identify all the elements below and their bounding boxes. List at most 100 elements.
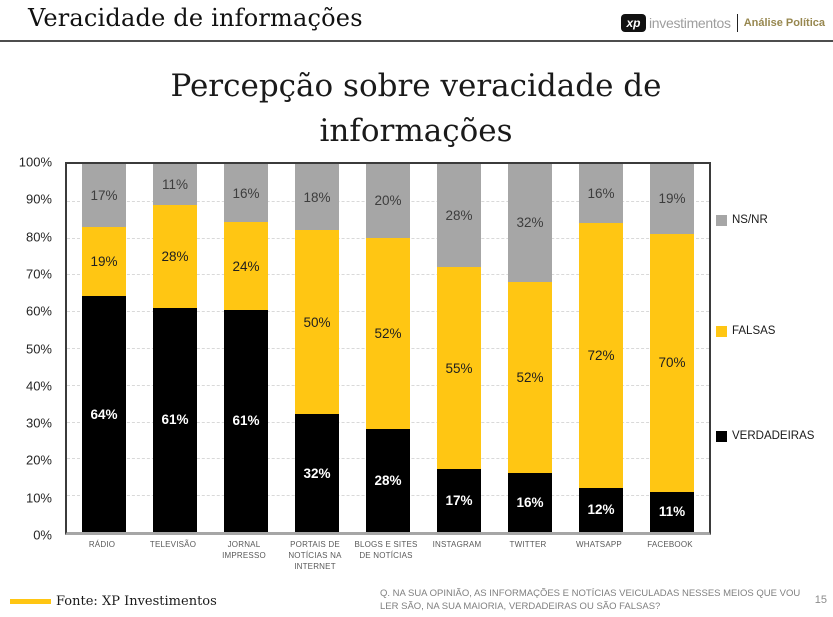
segment-falsas: 24% (224, 222, 268, 310)
x-category-label: RÁDIO (88, 540, 116, 549)
segment-verdadeiras: 61% (224, 309, 268, 532)
bar-whatsapp: 12% 72% 16% (579, 164, 623, 532)
logo-investimentos-label: investimentos (648, 15, 731, 31)
plot-area: 64% 19% 17% 61% 28% 11% 61% 24% 16% 32% 50% 18% 28% 5… (65, 162, 711, 535)
segment-ns-nr: 18% (295, 164, 339, 231)
segment-ns-nr: 16% (224, 164, 268, 223)
y-tick-label: 30% (25, 415, 52, 431)
x-category-label: WHATSAPP (576, 540, 622, 549)
segment-value-label: 70% (658, 355, 686, 371)
x-category-label: BLOGS E SITES DE NOTÍCIAS (354, 540, 418, 560)
bar-televis-o: 61% 28% 11% (153, 164, 197, 532)
segment-verdadeiras: 28% (366, 428, 410, 532)
bar-blogs-e-sites-de-not-cias: 28% 52% 20% (366, 164, 410, 532)
segment-value-label: 61% (232, 413, 260, 429)
logo-division-label: Análise Política (743, 17, 825, 29)
legend-swatch-icon (716, 214, 727, 226)
y-tick-label: 40% (25, 378, 52, 394)
segment-value-label: 52% (516, 369, 544, 385)
legend-item-ns-nr: NS/NR (716, 214, 768, 226)
y-tick-label: 100% (18, 154, 52, 170)
segment-falsas: 55% (437, 267, 481, 470)
y-tick-label: 80% (25, 229, 52, 245)
segment-value-label: 11% (658, 504, 686, 520)
segment-verdadeiras: 12% (579, 487, 623, 532)
legend-label: FALSAS (732, 325, 776, 337)
segment-verdadeiras: 64% (82, 296, 126, 532)
segment-value-label: 32% (303, 465, 331, 481)
xp-logo-icon: xp (620, 14, 646, 32)
x-category-label: INSTAGRAM (432, 540, 482, 549)
segment-falsas: 72% (579, 222, 623, 488)
bar-facebook: 11% 70% 19% (650, 164, 694, 532)
legend-label: NS/NR (732, 214, 768, 226)
segment-value-label: 16% (516, 495, 544, 511)
x-axis-labels: RÁDIO TELEVISÃO JORNAL IMPRESSO PORTAIS DE … (65, 540, 711, 588)
legend-swatch-icon (716, 325, 727, 337)
header-rule (0, 40, 833, 42)
bar-jornal-impresso: 61% 24% 16% (224, 164, 268, 532)
segment-falsas: 52% (508, 281, 552, 474)
legend-item-verdadeiras: VERDADEIRAS (716, 430, 814, 442)
segment-value-label: 19% (658, 191, 686, 207)
x-category-label: JORNAL IMPRESSO (222, 540, 266, 560)
logo-divider (736, 14, 738, 32)
segment-ns-nr: 20% (366, 164, 410, 238)
segment-value-label: 72% (587, 347, 615, 363)
segment-value-label: 20% (374, 193, 402, 209)
y-tick-label: 0% (33, 527, 52, 543)
chart-legend: NS/NR FALSAS VERDADEIRAS (716, 162, 833, 535)
segment-value-label: 11% (161, 176, 189, 192)
segment-value-label: 16% (587, 185, 615, 201)
x-category-label: FACEBOOK (647, 540, 693, 549)
bar-portais-de-not-cias-na-internet: 32% 50% 18% (295, 164, 339, 532)
segment-value-label: 28% (161, 248, 189, 264)
segment-value-label: 18% (303, 189, 331, 205)
segment-falsas: 28% (153, 204, 197, 308)
y-tick-label: 60% (25, 303, 52, 319)
segment-value-label: 52% (374, 325, 402, 341)
segment-value-label: 64% (90, 406, 118, 422)
segment-falsas: 50% (295, 230, 339, 415)
y-tick-label: 10% (25, 490, 52, 506)
segment-value-label: 17% (445, 493, 473, 509)
survey-question: Q. NA SUA OPINIÃO, AS INFORMAÇÕES E NOTÍ… (380, 588, 801, 612)
segment-value-label: 28% (374, 472, 402, 488)
segment-value-label: 61% (161, 412, 189, 428)
segment-ns-nr: 16% (579, 164, 623, 223)
page-title: Veracidade de informações (28, 4, 363, 32)
y-tick-label: 90% (25, 191, 52, 207)
segment-value-label: 17% (90, 187, 118, 203)
segment-verdadeiras: 61% (153, 307, 197, 532)
x-category-label: TELEVISÃO (149, 540, 197, 549)
x-category-label: PORTAIS DE NOTÍCIAS NA INTERNET (288, 540, 342, 571)
segment-ns-nr: 32% (508, 164, 552, 282)
segment-ns-nr: 28% (437, 164, 481, 268)
chart-title: Percepção sobre veracidade de informaçõe… (170, 68, 662, 149)
y-tick-label: 70% (25, 266, 52, 282)
source-accent-line (10, 599, 51, 604)
bar-twitter: 16% 52% 32% (508, 164, 552, 532)
legend-item-falsas: FALSAS (716, 325, 775, 337)
segment-ns-nr: 19% (650, 164, 694, 234)
y-tick-label: 50% (25, 341, 52, 356)
segment-value-label: 19% (90, 254, 118, 270)
segment-verdadeiras: 17% (437, 469, 481, 532)
segment-verdadeiras: 32% (295, 414, 339, 532)
segment-value-label: 24% (232, 258, 260, 274)
x-category-label: TWITTER (509, 540, 547, 549)
xp-logo: xp investimentos Análise Política (620, 14, 825, 32)
segment-value-label: 12% (587, 502, 615, 518)
y-axis: 100% 90% 80% 70% 60% 50% 40% 30% 20% 10% 0% (0, 155, 58, 543)
segment-value-label: 28% (445, 208, 473, 224)
segment-ns-nr: 11% (153, 164, 197, 205)
segment-value-label: 55% (445, 360, 473, 376)
segment-falsas: 52% (366, 237, 410, 429)
segment-ns-nr: 17% (82, 164, 126, 227)
segment-verdadeiras: 11% (650, 491, 694, 532)
y-tick-label: 20% (25, 452, 52, 468)
segment-falsas: 19% (82, 226, 126, 297)
segment-value-label: 50% (303, 314, 331, 330)
legend-swatch-icon (716, 430, 727, 442)
